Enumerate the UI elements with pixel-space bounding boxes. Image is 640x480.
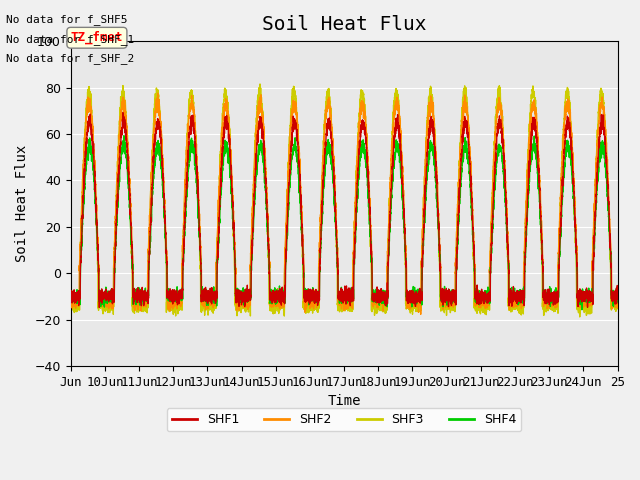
Text: No data for f_SHF_1: No data for f_SHF_1 — [6, 34, 134, 45]
Title: Soil Heat Flux: Soil Heat Flux — [262, 15, 426, 34]
Text: No data for f_SHF5: No data for f_SHF5 — [6, 14, 128, 25]
Text: No data for f_SHF_2: No data for f_SHF_2 — [6, 53, 134, 64]
X-axis label: Time: Time — [327, 394, 361, 408]
Legend: SHF1, SHF2, SHF3, SHF4: SHF1, SHF2, SHF3, SHF4 — [167, 408, 522, 431]
Text: TZ_fmet: TZ_fmet — [70, 31, 123, 45]
Y-axis label: Soil Heat Flux: Soil Heat Flux — [15, 145, 29, 262]
